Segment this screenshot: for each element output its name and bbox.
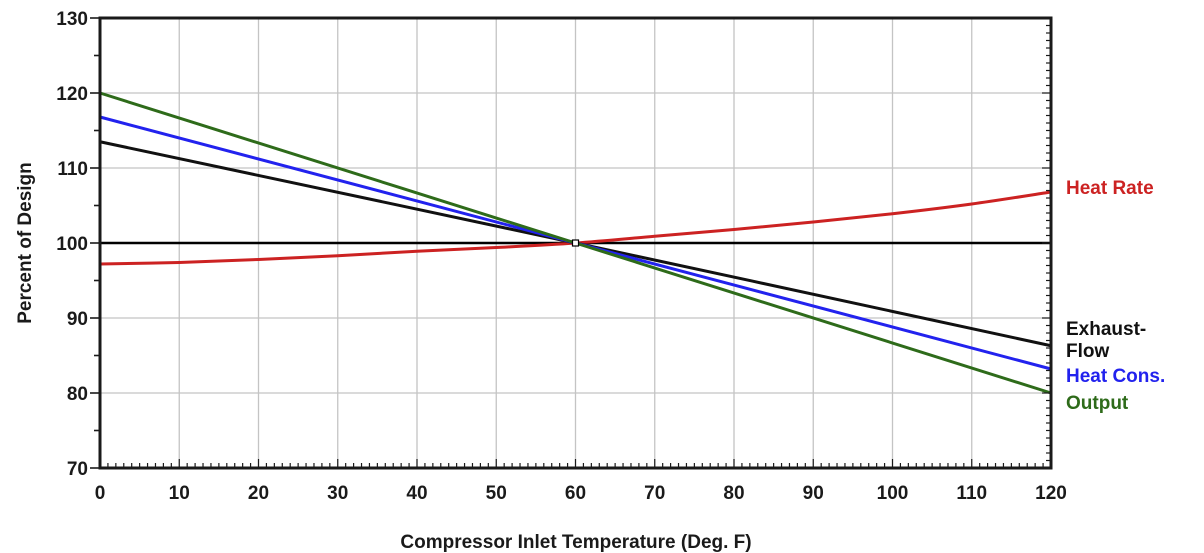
x-tick-label: 20 bbox=[248, 483, 269, 504]
x-tick-label: 60 bbox=[565, 483, 586, 504]
x-tick-label: 40 bbox=[406, 483, 427, 504]
x-tick-label: 100 bbox=[877, 483, 909, 504]
x-axis-title: Compressor Inlet Temperature (Deg. F) bbox=[400, 532, 751, 553]
series-label-output: Output bbox=[1066, 393, 1129, 414]
y-tick-label: 100 bbox=[56, 234, 88, 255]
x-tick-label: 0 bbox=[95, 483, 106, 504]
x-tick-label: 50 bbox=[486, 483, 507, 504]
series-label-heat-cons: Heat Cons. bbox=[1066, 366, 1165, 387]
x-tick-label: 90 bbox=[803, 483, 824, 504]
series-label-heat-rate: Heat Rate bbox=[1066, 178, 1154, 199]
x-tick-label: 70 bbox=[644, 483, 665, 504]
x-tick-label: 110 bbox=[956, 483, 987, 504]
series-labels: Heat Rate Exhaust-Flow Heat Cons. Output bbox=[1066, 178, 1165, 414]
y-tick-label: 110 bbox=[57, 159, 88, 180]
y-tick-label: 80 bbox=[67, 384, 88, 405]
x-tick-label: 30 bbox=[327, 483, 348, 504]
x-tick-label: 10 bbox=[169, 483, 190, 504]
series-label-exhaust-flow: Exhaust-Flow bbox=[1066, 319, 1146, 362]
y-tick-label: 120 bbox=[56, 84, 88, 105]
axis-ticks bbox=[90, 17, 1052, 469]
y-tick-label: 90 bbox=[67, 309, 88, 330]
x-tick-label: 120 bbox=[1035, 483, 1067, 504]
x-tick-label: 80 bbox=[723, 483, 744, 504]
series-layer bbox=[98, 91, 1053, 395]
y-tick-label: 70 bbox=[67, 459, 88, 480]
design-point-marker bbox=[571, 239, 580, 247]
y-tick-label: 130 bbox=[56, 9, 88, 30]
y-axis-title: Percent of Design bbox=[15, 162, 36, 324]
tick-labels: 0 10 20 30 40 50 60 70 80 90 100 110 120 70 80 90 100 110… bbox=[56, 9, 1067, 504]
